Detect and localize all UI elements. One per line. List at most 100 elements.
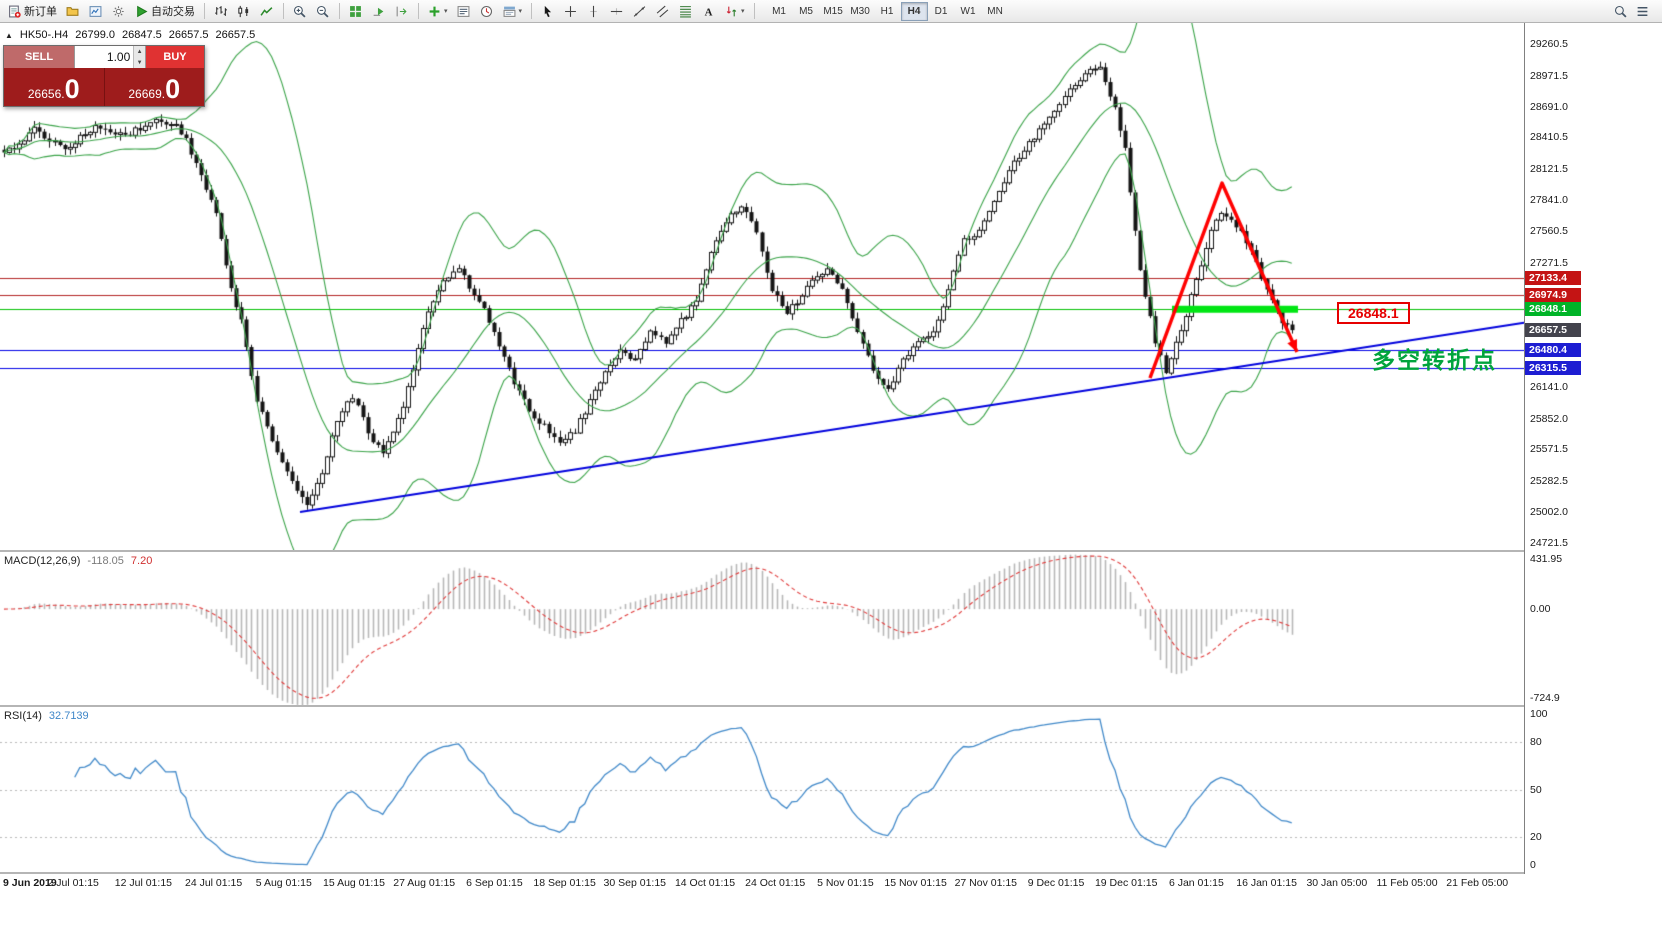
- volume-down-button[interactable]: ▼: [134, 57, 145, 68]
- timeframe-d1[interactable]: D1: [928, 2, 955, 21]
- macd-axis-label: -724.9: [1530, 692, 1560, 704]
- svg-text:A: A: [705, 6, 713, 18]
- time-axis-label: 2 Jul 01:15: [47, 877, 99, 889]
- market-watch-button[interactable]: [85, 1, 107, 21]
- zoom-out-button[interactable]: [312, 1, 334, 21]
- navigator-button[interactable]: [108, 1, 130, 21]
- timeframe-h4[interactable]: H4: [900, 1, 928, 21]
- time-axis-label: 6 Jan 01:15: [1168, 877, 1224, 889]
- sell-price: 26656.0: [27, 74, 80, 104]
- price-axis-rsi: 100 80 50 20 0: [1525, 707, 1662, 872]
- chart-ohlc-title: ▲ HK50-.H4 26799.0 26847.5 26657.5 26657…: [5, 29, 255, 41]
- sell-label-button[interactable]: SELL: [4, 46, 74, 68]
- gear-icon: [113, 5, 124, 17]
- zoom-in-button[interactable]: [289, 1, 311, 21]
- candlestick-chart-button[interactable]: [233, 1, 255, 21]
- vertical-line-button[interactable]: [583, 1, 605, 21]
- price-axis-label: 27841.0: [1530, 194, 1568, 207]
- text-label-button[interactable]: A: [698, 1, 720, 21]
- plus-icon: [429, 6, 440, 16]
- caret-down-icon: ▾: [518, 7, 523, 15]
- search-icon: [1614, 5, 1627, 18]
- volume-input[interactable]: [75, 46, 134, 68]
- crosshair-button[interactable]: [560, 1, 582, 21]
- time-axis-label: 21 Feb 05:00: [1446, 877, 1509, 889]
- buy-price-button[interactable]: 26669.0: [105, 68, 205, 106]
- tile-windows-button[interactable]: [345, 1, 367, 21]
- vline-icon: [590, 5, 597, 17]
- volume-up-button[interactable]: ▲: [134, 46, 145, 57]
- price-tag: 27133.4: [1525, 270, 1581, 285]
- price-tag: 26974.9: [1525, 288, 1581, 303]
- pane-separator[interactable]: [0, 705, 1662, 707]
- time-axis-label: 27 Nov 01:15: [954, 877, 1018, 889]
- templates-button[interactable]: ▾: [499, 1, 527, 21]
- search-button[interactable]: [1610, 1, 1632, 21]
- arrows-icon: [726, 6, 737, 16]
- mw-icon: [89, 5, 102, 17]
- time-axis-label: 15 Nov 01:15: [884, 877, 947, 889]
- timeframe-m30[interactable]: M30: [847, 2, 874, 21]
- rsi-name: RSI(14): [4, 710, 42, 722]
- buy-price: 26669.0: [128, 74, 181, 104]
- arrow-objects-button[interactable]: ▾: [721, 1, 749, 21]
- indicators-button[interactable]: ▾: [424, 1, 452, 21]
- autotrading-button-label: 自动交易: [151, 6, 195, 18]
- timeframe-h1[interactable]: H1: [874, 2, 901, 21]
- chart-shift-button[interactable]: [391, 1, 413, 21]
- time-axis-label: 15 Aug 01:15: [323, 877, 385, 889]
- chart-area: ▲ HK50-.H4 26799.0 26847.5 26657.5 26657…: [0, 23, 1662, 947]
- macd-name: MACD(12,26,9): [4, 555, 81, 567]
- caret-down-icon: ▾: [444, 7, 448, 15]
- time-axis-label: 5 Nov 01:15: [817, 877, 874, 889]
- main-chart-canvas[interactable]: [0, 23, 1524, 550]
- line-chart-button[interactable]: [256, 1, 278, 21]
- channel-icon: [656, 5, 669, 17]
- trend-icon: [633, 5, 646, 17]
- time-axis-label: 24 Oct 01:15: [745, 877, 806, 889]
- one-click-trading-panel: SELL ▲ ▼ BUY 26656.0 26669.0: [3, 45, 205, 107]
- time-axis[interactable]: 9 Jun 2019 2 Jul 01:15 12 Jul 01:15 24 Jul …: [0, 874, 1524, 892]
- cursor-button[interactable]: [537, 1, 559, 21]
- trendline-button[interactable]: [629, 1, 651, 21]
- timeframe-bar: M1 M5 M15 M30 H1 H4 D1 W1 MN: [766, 1, 1009, 21]
- sell-price-button[interactable]: 26656.0: [4, 68, 105, 106]
- rsi-pane: RSI(14) 32.7139: [0, 707, 1524, 872]
- auto-scroll-button[interactable]: [368, 1, 390, 21]
- bar-chart-button[interactable]: [210, 1, 232, 21]
- time-axis-label: 9 Dec 01:15: [1027, 877, 1085, 889]
- fib-icon: [680, 5, 691, 17]
- timeframe-w1[interactable]: W1: [955, 2, 982, 21]
- rsi-value: 32.7139: [48, 710, 89, 722]
- macd-canvas[interactable]: [0, 552, 1524, 705]
- timeframe-mn[interactable]: MN: [982, 2, 1009, 21]
- cross-icon: [565, 5, 576, 17]
- autotrading-button[interactable]: 自动交易: [131, 1, 199, 21]
- horizontal-line-button[interactable]: [606, 1, 628, 21]
- price-axis[interactable]: 29260.5 28971.5 28691.0 28410.5 28121.5 27841…: [1524, 23, 1662, 874]
- pane-separator[interactable]: [0, 872, 1662, 874]
- timeframe-m1[interactable]: M1: [766, 2, 793, 21]
- price-axis-label: 26141.0: [1530, 380, 1568, 393]
- price-axis-label: 28971.5: [1530, 69, 1568, 82]
- trade-panel-toggle-icon[interactable]: ▲: [5, 30, 13, 40]
- timeframe-m5[interactable]: M5: [793, 2, 820, 21]
- main-toolbar: 新订单 自动交易 ▾ ▾ A ▾ M1 M5 M15 M30 H1 H4 D1 W1 MN: [0, 0, 1662, 23]
- timeframe-m15[interactable]: M15: [820, 2, 847, 21]
- new-order-button[interactable]: 新订单: [4, 1, 61, 21]
- price-axis-label: 27560.5: [1530, 224, 1568, 237]
- indicator-list-button[interactable]: [453, 1, 475, 21]
- fibonacci-button[interactable]: [675, 1, 697, 21]
- pane-separator[interactable]: [0, 550, 1662, 552]
- window-list-button[interactable]: [1632, 1, 1654, 21]
- price-axis-macd: 431.95 0.00 -724.9: [1525, 552, 1662, 705]
- textA-icon: A: [705, 6, 713, 18]
- time-axis-label: 24 Jul 01:15: [184, 877, 243, 889]
- channel-button[interactable]: [652, 1, 674, 21]
- profiles-button[interactable]: [62, 1, 84, 21]
- time-axis-label: 12 Jul 01:15: [114, 877, 172, 889]
- rsi-canvas[interactable]: [0, 707, 1524, 872]
- buy-label-button[interactable]: BUY: [146, 46, 204, 68]
- caret-down-icon: ▼: [136, 59, 143, 66]
- cycles-button[interactable]: [476, 1, 498, 21]
